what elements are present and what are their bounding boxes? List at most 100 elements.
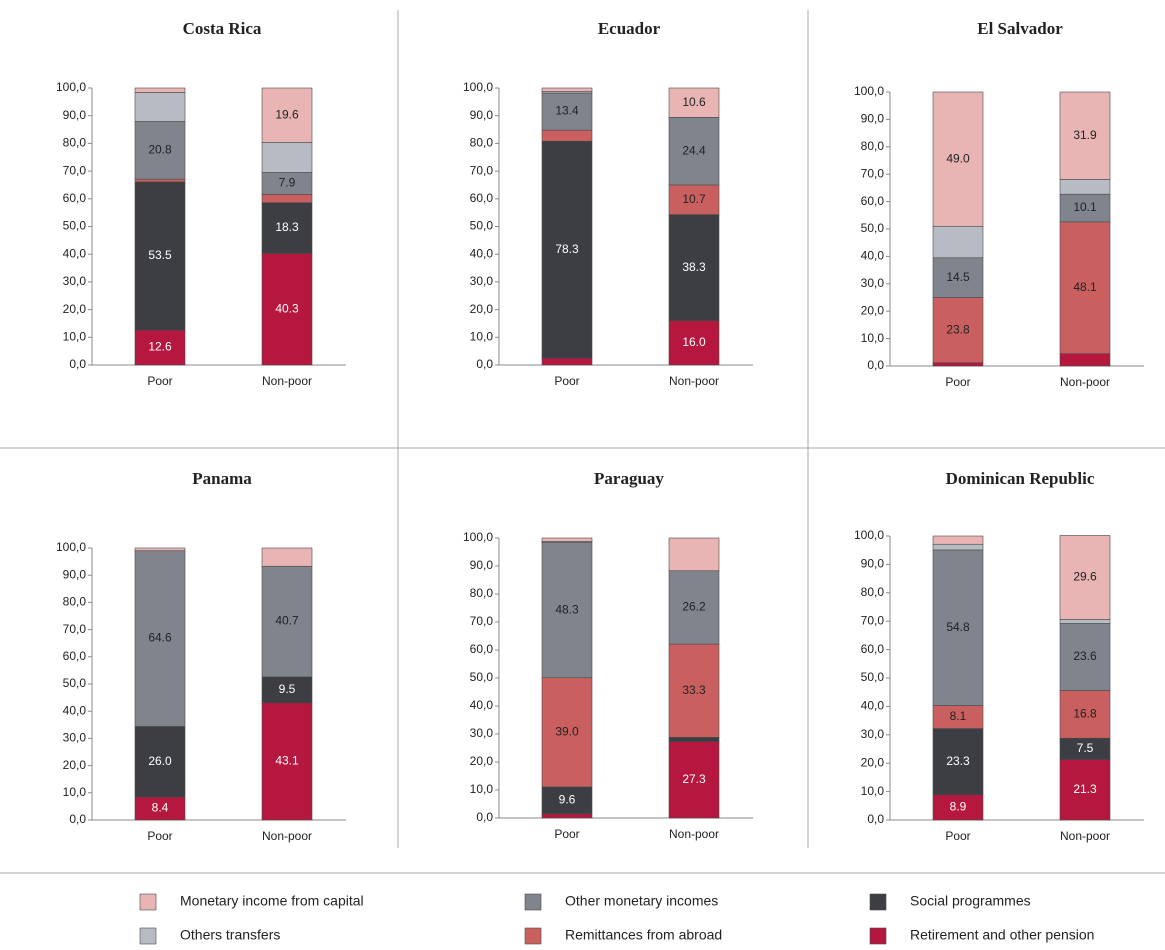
- chart-title: Dominican Republic: [946, 469, 1095, 488]
- data-label: 27.3: [682, 772, 706, 786]
- bar-segment: [541, 140, 593, 359]
- data-label: 24.4: [682, 143, 706, 157]
- x-tick-label: Poor: [945, 375, 970, 389]
- y-tick-label: 10,0: [470, 782, 494, 796]
- bar-segment: [668, 87, 720, 118]
- bar-segment: [261, 253, 313, 366]
- data-label: 48.1: [1073, 280, 1097, 294]
- y-tick-label: 70,0: [861, 613, 885, 627]
- data-label: 7.9: [279, 176, 296, 190]
- y-tick-label: 70,0: [63, 622, 87, 636]
- bar-segment: [541, 129, 593, 142]
- bar-segment: [541, 537, 593, 542]
- y-tick-label: 40,0: [861, 699, 885, 713]
- bar-segment: [541, 87, 593, 92]
- data-label: 13.4: [555, 104, 579, 118]
- legend-swatch: [139, 893, 157, 911]
- bar-segment: [668, 537, 720, 572]
- y-tick-label: 0,0: [69, 812, 86, 826]
- y-tick-label: 0,0: [867, 812, 884, 826]
- bar-segment: [932, 549, 984, 706]
- y-tick-label: 50,0: [63, 676, 87, 690]
- bar-segment: [261, 141, 313, 173]
- bar-segment: [1059, 619, 1111, 624]
- x-tick-label: Poor: [147, 374, 172, 388]
- y-tick-label: 20,0: [63, 302, 87, 316]
- y-tick-label: 50,0: [63, 219, 87, 233]
- bar-segment: [1059, 623, 1111, 691]
- data-label: 29.6: [1073, 570, 1097, 584]
- data-label: 33.3: [682, 683, 706, 697]
- data-label: 16.8: [1073, 707, 1097, 721]
- y-tick-label: 60,0: [63, 191, 87, 205]
- data-label: 8.9: [950, 800, 967, 814]
- y-tick-label: 20,0: [861, 303, 885, 317]
- y-tick-label: 100,0: [854, 528, 884, 542]
- y-tick-label: 80,0: [63, 136, 87, 150]
- legend-swatch: [524, 927, 542, 945]
- data-label: 48.3: [555, 602, 579, 616]
- y-tick-label: 30,0: [861, 276, 885, 290]
- data-label: 18.3: [275, 220, 299, 234]
- y-tick-label: 60,0: [63, 649, 87, 663]
- data-label: 40.7: [275, 614, 299, 628]
- y-tick-label: 20,0: [470, 754, 494, 768]
- data-label: 43.1: [275, 754, 299, 768]
- bar-segment: [134, 87, 186, 93]
- chart-title: Costa Rica: [183, 19, 262, 38]
- x-tick-label: Non-poor: [262, 374, 312, 388]
- data-label: 23.6: [1073, 649, 1097, 663]
- data-label: 19.6: [275, 107, 299, 121]
- bar-segment: [261, 547, 313, 567]
- data-label: 26.0: [148, 754, 172, 768]
- bar-segment: [541, 542, 593, 679]
- y-tick-label: 10,0: [861, 331, 885, 345]
- bar-segment: [668, 643, 720, 738]
- data-label: 23.3: [946, 754, 970, 768]
- data-label: 31.9: [1073, 128, 1097, 142]
- data-label: 78.3: [555, 242, 579, 256]
- x-tick-label: Poor: [554, 827, 579, 841]
- legend-swatch: [524, 893, 542, 911]
- y-tick-label: 10,0: [861, 784, 885, 798]
- bar-segment: [668, 214, 720, 321]
- y-tick-label: 80,0: [63, 595, 87, 609]
- data-label: 9.6: [559, 793, 576, 807]
- data-label: 10.6: [682, 95, 706, 109]
- data-label: 8.1: [950, 709, 967, 723]
- bar-segment: [134, 181, 186, 331]
- legend-swatch: [139, 927, 157, 945]
- bar-segment: [134, 547, 186, 552]
- y-tick-label: 40,0: [861, 249, 885, 263]
- y-tick-label: 40,0: [63, 703, 87, 717]
- bar-segment: [668, 737, 720, 742]
- bar-segment: [1059, 759, 1111, 821]
- bar-segment: [1059, 535, 1111, 620]
- y-tick-label: 40,0: [470, 246, 494, 260]
- bar-segment: [932, 91, 984, 227]
- x-tick-label: Poor: [554, 374, 579, 388]
- y-tick-label: 100,0: [463, 530, 493, 544]
- x-tick-label: Poor: [147, 829, 172, 843]
- bar-segment: [261, 202, 313, 254]
- data-label: 10.7: [682, 192, 706, 206]
- y-tick-label: 90,0: [470, 558, 494, 572]
- legend-label: Monetary income from capital: [180, 893, 364, 909]
- y-tick-label: 10,0: [63, 329, 87, 343]
- x-tick-label: Non-poor: [669, 827, 719, 841]
- x-tick-label: Non-poor: [669, 374, 719, 388]
- legend-label: Social programmes: [910, 893, 1031, 909]
- data-label: 54.8: [946, 620, 970, 634]
- chart-title: Ecuador: [598, 19, 661, 38]
- bar-segment: [261, 87, 313, 143]
- y-tick-label: 20,0: [63, 758, 87, 772]
- y-tick-label: 80,0: [470, 586, 494, 600]
- y-tick-label: 50,0: [861, 221, 885, 235]
- bar-segment: [541, 92, 593, 131]
- data-label: 40.3: [275, 301, 299, 315]
- legend-swatch: [869, 927, 887, 945]
- y-tick-label: 60,0: [861, 642, 885, 656]
- y-tick-label: 30,0: [63, 731, 87, 745]
- legend-label: Other monetary incomes: [565, 893, 718, 909]
- bar-segment: [1059, 221, 1111, 354]
